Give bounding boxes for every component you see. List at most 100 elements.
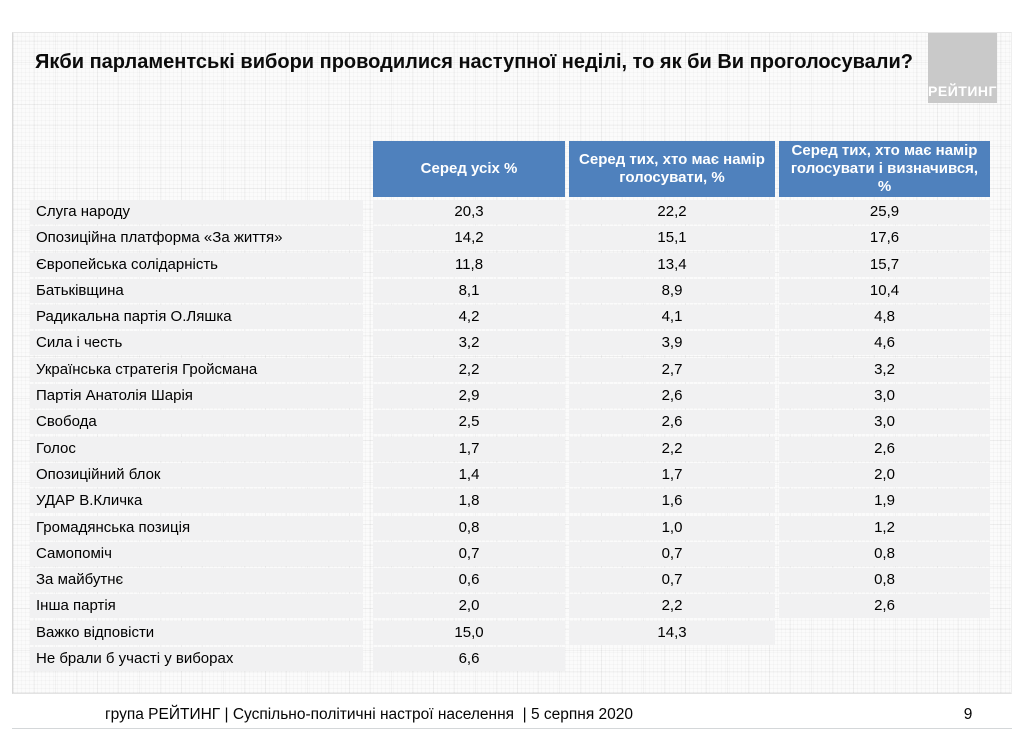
value-cell: 6,6 [373, 647, 565, 672]
value-cell: 8,1 [373, 278, 565, 303]
footer-divider-line [12, 728, 1012, 729]
poll-results-table: Серед усіх % Серед тих, хто має намір го… [30, 141, 990, 672]
table-body: Слуга народу 20,3 22,2 25,9 Опозиційна платф… [30, 200, 990, 672]
value-cell: 3,2 [373, 331, 565, 356]
party-name-cell: Опозиційна платформа «За життя» [30, 226, 363, 251]
value-cell: 2,2 [569, 436, 775, 461]
party-name-cell: Сила і честь [30, 331, 363, 356]
page-number: 9 [963, 706, 973, 723]
value-cell: 8,9 [569, 278, 775, 303]
value-cell: 2,6 [569, 410, 775, 435]
column-header-intend-to-vote: Серед тих, хто має намір голосувати, % [569, 141, 775, 197]
value-cell: 4,1 [569, 305, 775, 330]
party-name-cell: УДАР В.Кличка [30, 489, 363, 514]
value-cell: 0,7 [569, 541, 775, 566]
table-row: Самопоміч 0,7 0,7 0,8 [30, 541, 990, 566]
party-name-cell: Опозиційний блок [30, 462, 363, 487]
value-cell: 0,8 [779, 568, 990, 593]
party-name-cell: Батьківщина [30, 278, 363, 303]
value-cell: 2,2 [569, 594, 775, 619]
value-cell: 1,8 [373, 489, 565, 514]
party-name-cell: Самопоміч [30, 541, 363, 566]
value-cell: 14,2 [373, 226, 565, 251]
table-row: Сила і честь 3,2 3,9 4,6 [30, 331, 990, 356]
value-cell: 0,8 [373, 515, 565, 540]
column-header-among-all: Серед усіх % [373, 141, 565, 197]
value-cell: 15,1 [569, 226, 775, 251]
value-cell: 0,8 [779, 541, 990, 566]
party-name-cell: Слуга народу [30, 200, 363, 224]
value-cell: 10,4 [779, 278, 990, 303]
party-name-cell: Голос [30, 436, 363, 461]
value-cell: 17,6 [779, 226, 990, 251]
party-name-cell: За майбутнє [30, 568, 363, 593]
table-row: За майбутнє 0,6 0,7 0,8 [30, 568, 990, 593]
table-row: Слуга народу 20,3 22,2 25,9 [30, 200, 990, 224]
table-row: Партія Анатолія Шарія 2,9 2,6 3,0 [30, 384, 990, 409]
value-cell: 3,0 [779, 410, 990, 435]
party-name-cell: Свобода [30, 410, 363, 435]
table-row: Громадянська позиція 0,8 1,0 1,2 [30, 515, 990, 540]
value-cell: 3,2 [779, 357, 990, 382]
party-name-cell: Українська стратегія Гройсмана [30, 357, 363, 382]
party-name-cell: Інша партія [30, 594, 363, 619]
table-row: Батьківщина 8,1 8,9 10,4 [30, 278, 990, 303]
table-row: Опозиційний блок 1,4 1,7 2,0 [30, 462, 990, 487]
value-cell: 15,0 [373, 620, 565, 645]
party-name-cell: Важко відповісти [30, 620, 363, 645]
value-cell [569, 647, 775, 671]
rating-logo-text: РЕЙТИНГ [928, 83, 997, 99]
table-row: Опозиційна платформа «За життя» 14,2 15,1 1… [30, 226, 990, 251]
value-cell: 2,0 [373, 594, 565, 619]
party-name-cell: Громадянська позиція [30, 515, 363, 540]
value-cell: 1,4 [373, 462, 565, 487]
value-cell: 4,2 [373, 305, 565, 330]
value-cell: 25,9 [779, 200, 990, 224]
value-cell: 1,7 [373, 436, 565, 461]
table-row: Інша партія 2,0 2,2 2,6 [30, 594, 990, 619]
party-name-cell: Не брали б участі у виборах [30, 647, 363, 672]
party-name-cell: Радикальна партія О.Ляшка [30, 305, 363, 330]
header-label-spacer [30, 141, 373, 197]
table-row: Українська стратегія Гройсмана 2,2 2,7 3,2 [30, 357, 990, 382]
value-cell: 2,6 [569, 384, 775, 409]
table-row: Європейська солідарність 11,8 13,4 15,7 [30, 252, 990, 277]
party-name-cell: Європейська солідарність [30, 252, 363, 277]
table-row: Не брали б участі у виборах 6,6 [30, 647, 990, 672]
value-cell: 1,9 [779, 489, 990, 514]
value-cell: 11,8 [373, 252, 565, 277]
table-row: Голос 1,7 2,2 2,6 [30, 436, 990, 461]
rating-group-logo: РЕЙТИНГ [928, 33, 997, 103]
value-cell: 0,6 [373, 568, 565, 593]
value-cell: 2,9 [373, 384, 565, 409]
value-cell: 1,0 [569, 515, 775, 540]
value-cell: 4,6 [779, 331, 990, 356]
value-cell: 3,0 [779, 384, 990, 409]
value-cell: 2,6 [779, 594, 990, 619]
value-cell: 20,3 [373, 200, 565, 224]
value-cell: 1,2 [779, 515, 990, 540]
value-cell: 2,0 [779, 462, 990, 487]
value-cell: 14,3 [569, 620, 775, 645]
value-cell: 1,6 [569, 489, 775, 514]
value-cell [779, 621, 990, 645]
value-cell: 15,7 [779, 252, 990, 277]
value-cell: 0,7 [373, 541, 565, 566]
table-row: Важко відповісти 15,0 14,3 [30, 620, 990, 645]
value-cell: 4,8 [779, 305, 990, 330]
page-title: Якби парламентські вибори проводилися на… [35, 51, 913, 73]
value-cell: 2,5 [373, 410, 565, 435]
value-cell [779, 647, 990, 671]
value-cell: 2,7 [569, 357, 775, 382]
value-cell: 3,9 [569, 331, 775, 356]
value-cell: 2,6 [779, 436, 990, 461]
table-row: Радикальна партія О.Ляшка 4,2 4,1 4,8 [30, 305, 990, 330]
value-cell: 2,2 [373, 357, 565, 382]
table-row: Свобода 2,5 2,6 3,0 [30, 410, 990, 435]
column-header-intend-and-decided: Серед тих, хто має намір голосувати і ви… [779, 141, 990, 197]
value-cell: 1,7 [569, 462, 775, 487]
value-cell: 13,4 [569, 252, 775, 277]
footer-source-text: група РЕЙТИНГ | Суспільно-політичні наст… [105, 706, 634, 723]
table-row: УДАР В.Кличка 1,8 1,6 1,9 [30, 489, 990, 514]
